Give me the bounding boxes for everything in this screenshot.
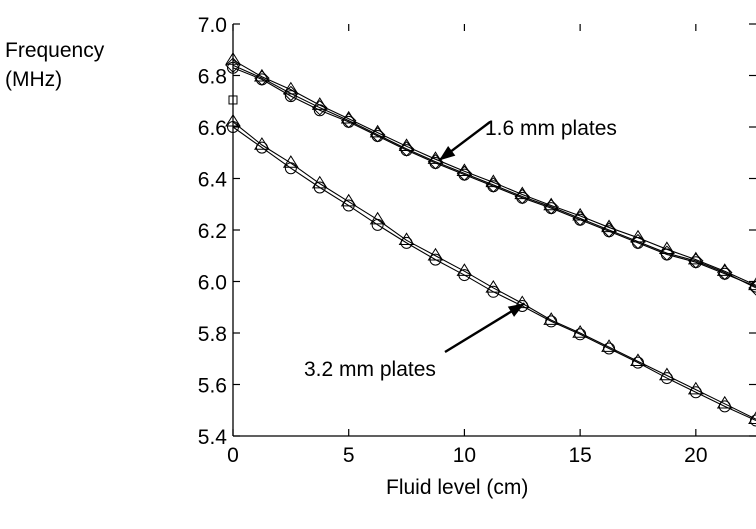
diamond-marker xyxy=(717,264,733,281)
series-line xyxy=(232,59,756,286)
circle-marker xyxy=(603,342,616,355)
diamond-marker xyxy=(543,199,559,215)
triangle-marker xyxy=(369,211,386,225)
chart-ticks: 5.4 5.6 5.8 6.0 6.2 6.4 6.6 6.8 7.0 0 5 10 15 20 xyxy=(198,14,756,467)
series-line xyxy=(232,67,756,288)
diamond-marker xyxy=(748,280,756,296)
y-tick-label: 6.6 xyxy=(198,117,227,140)
circle-marker xyxy=(458,269,471,282)
circle-marker xyxy=(255,141,268,154)
circle-marker xyxy=(750,414,756,427)
annotation-arrow-head xyxy=(507,303,525,317)
circle-marker xyxy=(660,372,673,385)
series-line xyxy=(232,64,756,289)
circle-marker xyxy=(342,199,355,212)
x-tick-label: 0 xyxy=(227,444,239,467)
y-tick-label: 6.8 xyxy=(198,66,227,89)
circle-marker xyxy=(313,181,326,194)
annotation-label: 3.2 mm plates xyxy=(304,358,436,381)
y-tick-label: 5.4 xyxy=(198,426,228,449)
chart-annotations: 1.6 mm plates 3.2 mm plates xyxy=(304,117,617,381)
diamond-marker xyxy=(341,112,357,129)
y-tick-label: 5.6 xyxy=(198,375,227,398)
triangle-marker xyxy=(601,339,617,352)
circle-marker xyxy=(689,386,702,399)
series-line xyxy=(232,121,756,420)
chart-marks xyxy=(225,52,756,427)
y-axis-title-line-2: (MHz) xyxy=(5,68,63,91)
circle-marker xyxy=(545,315,558,328)
diamond-marker xyxy=(572,210,588,227)
diamond-marker xyxy=(659,245,675,261)
diamond-marker xyxy=(630,233,646,250)
diamond-marker xyxy=(283,85,299,102)
series-1 xyxy=(225,52,756,291)
circle-marker xyxy=(400,236,413,249)
diamond-marker xyxy=(688,253,704,269)
x-tick-label: 10 xyxy=(453,444,476,467)
diamond-marker xyxy=(398,141,415,157)
x-tick-label: 15 xyxy=(568,444,591,467)
annotation-arrow-head xyxy=(438,146,456,161)
circle-marker xyxy=(284,162,297,175)
series-3 xyxy=(225,57,756,296)
diamond-marker xyxy=(369,127,386,143)
triangle-marker xyxy=(748,411,756,424)
diamond-marker xyxy=(601,222,617,238)
circle-marker xyxy=(574,328,587,341)
circle-marker xyxy=(429,253,442,266)
diamond-marker xyxy=(485,177,502,193)
diamond-marker xyxy=(312,99,328,116)
annotation-label: 1.6 mm plates xyxy=(485,117,617,140)
triangle-marker xyxy=(543,312,560,325)
circle-marker xyxy=(718,400,731,413)
diamond-marker xyxy=(254,70,270,86)
series-5 xyxy=(227,121,756,427)
triangle-marker xyxy=(572,325,589,338)
y-axis-title: Frequency (MHz) xyxy=(5,36,104,94)
y-tick-label: 6.0 xyxy=(198,272,227,295)
y-tick-label: 6.4 xyxy=(198,169,228,192)
x-tick-label: 5 xyxy=(343,444,355,467)
y-tick-label: 5.8 xyxy=(198,323,227,346)
y-tick-label: 7.0 xyxy=(198,14,227,37)
y-axis-title-line-1: Frequency xyxy=(5,39,105,62)
circle-marker xyxy=(631,356,644,369)
y-tick-label: 6.2 xyxy=(198,220,227,243)
circle-marker xyxy=(371,218,384,231)
triangle-marker xyxy=(282,155,299,168)
series-line xyxy=(232,126,756,422)
triangle-marker xyxy=(630,353,646,367)
circle-marker xyxy=(487,285,500,298)
x-tick-label: 20 xyxy=(684,444,707,467)
diamond-marker xyxy=(514,188,530,205)
x-axis-title: Fluid level (cm) xyxy=(386,476,529,499)
diamond-marker xyxy=(456,165,473,182)
